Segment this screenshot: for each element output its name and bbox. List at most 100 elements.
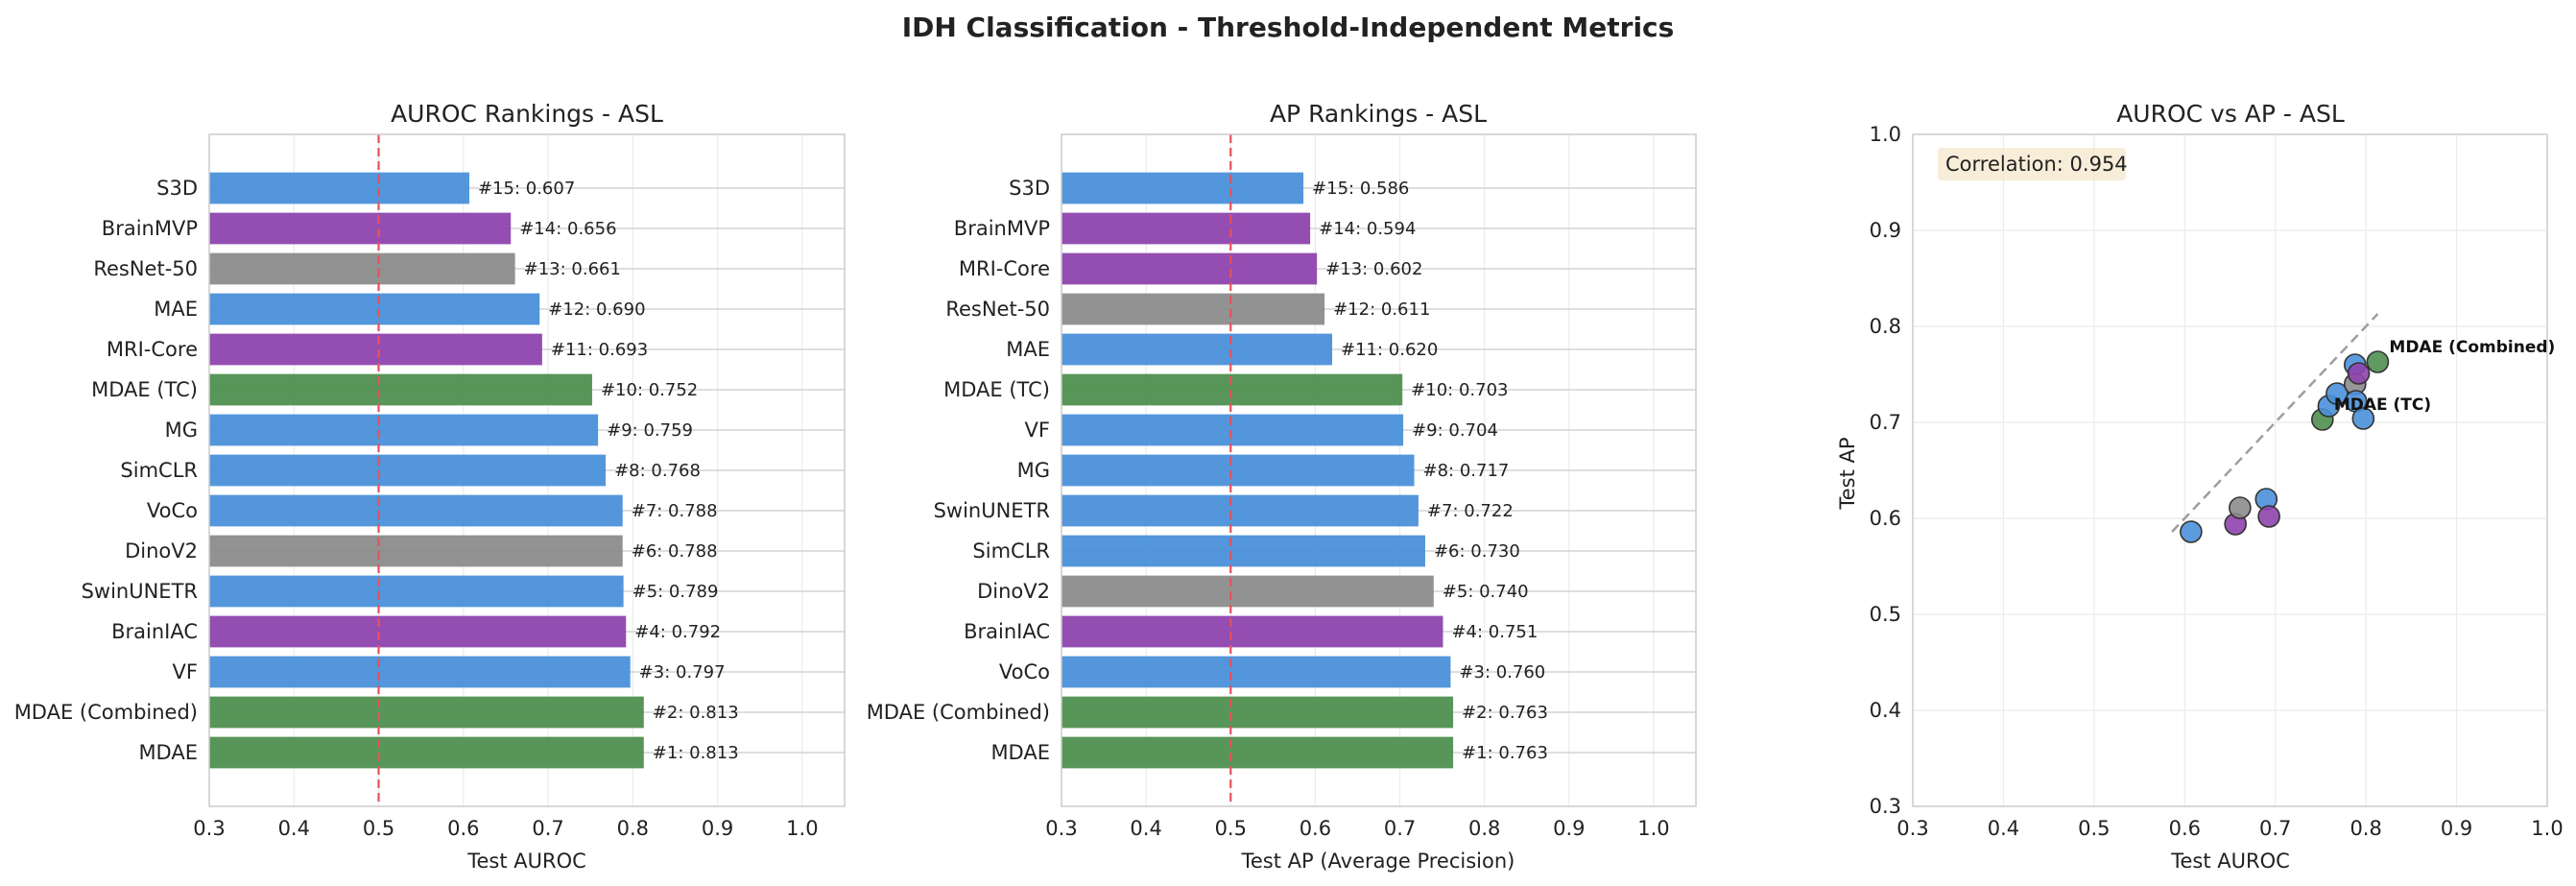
auroc-x-tick-label: 1.0 <box>786 817 818 840</box>
scatter-y-tick-label: 1.0 <box>1870 123 1901 146</box>
scatter-y-tick-label: 0.4 <box>1870 699 1901 722</box>
ap-bar <box>1061 212 1311 245</box>
scatter-panel-title: AUROC vs AP - ASL <box>2116 100 2345 128</box>
scatter-point <box>2229 496 2252 519</box>
scatter-annotation: MDAE (Combined) <box>2389 338 2555 357</box>
auroc-rankings-panel: AUROC Rankings - ASL Test AUROC 0.3 0.4 0.… <box>14 100 846 873</box>
auroc-x-tick-label: 0.4 <box>278 817 310 840</box>
ap-bar <box>1061 575 1434 608</box>
auroc-category-label: DinoV2 <box>125 539 198 563</box>
ap-bar-value-label: #14: 0.594 <box>1319 219 1416 239</box>
ap-bar-value-label: #13: 0.602 <box>1325 259 1422 279</box>
auroc-bar <box>209 414 599 446</box>
scatter-x-tick-label: 0.3 <box>1896 817 1928 840</box>
ap-bar <box>1061 373 1403 406</box>
scatter-axes-frame <box>1912 133 2548 807</box>
ap-bar-value-label: #3: 0.760 <box>1459 662 1545 682</box>
ap-x-axis-label: Test AP (Average Precision) <box>1241 850 1515 873</box>
ap-bar <box>1061 494 1419 527</box>
ap-bar <box>1061 454 1415 487</box>
auroc-x-tick-label: 0.6 <box>447 817 479 840</box>
auroc-bar-value-label: #8: 0.768 <box>614 461 701 481</box>
ap-bar-value-label: #4: 0.751 <box>1451 622 1538 642</box>
ap-bar <box>1061 252 1318 285</box>
auroc-bar <box>209 494 623 527</box>
ap-x-tick-label: 0.8 <box>1468 817 1500 840</box>
auroc-bar <box>209 293 540 325</box>
scatter-x-tick-label: 0.8 <box>2349 817 2381 840</box>
auroc-category-label: S3D <box>156 177 198 200</box>
scatter-y-axis-label: Test AP <box>1836 437 1859 510</box>
auroc-bar-value-label: #14: 0.656 <box>519 219 616 239</box>
ap-category-label: DinoV2 <box>977 580 1050 603</box>
scatter-annotation: MDAE (TC) <box>2334 395 2431 415</box>
auroc-category-label: ResNet-50 <box>93 257 198 280</box>
auroc-category-label: MAE <box>154 298 198 321</box>
auroc-bar <box>209 172 469 204</box>
ap-bar-value-label: #15: 0.586 <box>1312 179 1409 199</box>
scatter-x-tick-label: 0.5 <box>2078 817 2110 840</box>
auroc-axes-frame <box>208 133 846 807</box>
ap-bar <box>1061 736 1454 769</box>
scatter-diagonal-line <box>2171 313 2379 533</box>
auroc-category-label: MRI-Core <box>107 338 198 361</box>
auroc-bar-value-label: #5: 0.789 <box>632 582 719 602</box>
scatter-point <box>2366 350 2390 373</box>
ap-x-tick-label: 0.6 <box>1300 817 1331 840</box>
ap-x-tick-label: 0.4 <box>1130 817 1161 840</box>
ap-bar <box>1061 414 1404 446</box>
ap-bar <box>1061 535 1425 567</box>
auroc-bar-value-label: #15: 0.607 <box>478 179 575 199</box>
ap-category-label: VoCo <box>999 660 1050 683</box>
auroc-x-tick-label: 0.3 <box>193 817 225 840</box>
auroc-x-tick-label: 0.9 <box>702 817 733 840</box>
auroc-x-tick-label: 0.7 <box>532 817 563 840</box>
scatter-y-tick-label: 0.5 <box>1870 603 1901 626</box>
auroc-bar-value-label: #4: 0.792 <box>634 622 721 642</box>
ap-bar-value-label: #6: 0.730 <box>1434 541 1520 562</box>
ap-category-label: MDAE <box>990 741 1050 764</box>
scatter-y-tick-label: 0.7 <box>1870 411 1901 434</box>
auroc-bar-value-label: #7: 0.788 <box>632 501 718 521</box>
auroc-bar <box>209 454 607 487</box>
ap-bar <box>1061 656 1451 688</box>
ap-bar <box>1061 293 1325 325</box>
auroc-category-label: MG <box>165 419 198 442</box>
ap-bar <box>1061 333 1333 366</box>
ap-bar-value-label: #1: 0.763 <box>1462 743 1548 763</box>
auroc-bar <box>209 736 644 769</box>
auroc-bar-value-label: #6: 0.788 <box>632 541 718 562</box>
scatter-point <box>2326 382 2349 405</box>
auroc-bar <box>209 615 627 648</box>
scatter-y-tick-label: 0.8 <box>1870 315 1901 338</box>
auroc-category-label: MDAE (TC) <box>91 378 198 401</box>
ap-bar <box>1061 172 1304 204</box>
ap-category-label: MDAE (Combined) <box>867 701 1050 724</box>
ap-category-label: SimCLR <box>972 539 1050 563</box>
auroc-vs-ap-panel: AUROC vs AP - ASL Test AUROC Test AP 0.3… <box>1836 100 2564 873</box>
auroc-category-label: MDAE <box>138 741 198 764</box>
auroc-bar <box>209 535 623 567</box>
ap-bar-value-label: #2: 0.763 <box>1462 703 1548 723</box>
auroc-bar <box>209 373 592 406</box>
auroc-bar-value-label: #9: 0.759 <box>607 420 693 441</box>
auroc-bar <box>209 656 631 688</box>
ap-panel-title: AP Rankings - ASL <box>1270 100 1487 128</box>
ap-bar-value-label: #5: 0.740 <box>1443 582 1529 602</box>
ap-category-label: ResNet-50 <box>945 298 1050 321</box>
auroc-bar-value-label: #11: 0.693 <box>551 340 648 360</box>
auroc-category-label: VoCo <box>147 499 198 522</box>
scatter-point <box>2347 362 2371 385</box>
scatter-y-tick-label: 0.9 <box>1870 219 1901 242</box>
auroc-bar-value-label: #1: 0.813 <box>653 743 739 763</box>
ap-x-tick-label: 0.3 <box>1045 817 1077 840</box>
auroc-category-label: MDAE (Combined) <box>14 701 198 724</box>
scatter-x-axis-label: Test AUROC <box>2170 850 2290 873</box>
ap-x-tick-label: 0.7 <box>1384 817 1416 840</box>
auroc-bar-value-label: #10: 0.752 <box>601 380 698 400</box>
scatter-point <box>2257 505 2280 528</box>
auroc-bar <box>209 575 624 608</box>
auroc-x-axis-label: Test AUROC <box>466 850 586 873</box>
auroc-bar <box>209 696 644 729</box>
